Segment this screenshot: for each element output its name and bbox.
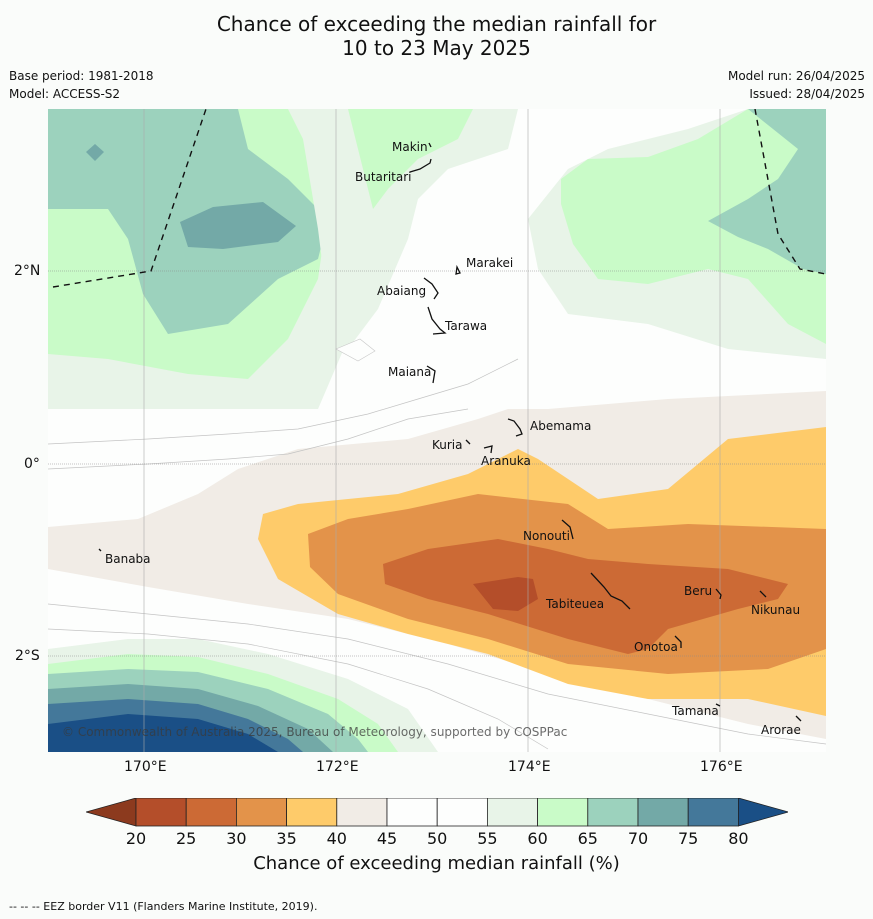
lat-label-2s: 2°S [15, 648, 40, 664]
colorbar-bin [587, 798, 639, 827]
colorbar-tick-label: 30 [226, 829, 247, 848]
contour-30-south-band [383, 539, 788, 654]
colorbar-tick-label: 35 [276, 829, 297, 848]
colorbar-bin [637, 798, 689, 827]
label-kuria: Kuria [432, 438, 463, 452]
label-tamana: Tamana [671, 704, 719, 718]
graticule-parallels [48, 270, 826, 657]
contour-50-patch [335, 338, 376, 362]
island-abaiang [423, 277, 439, 300]
island-kuria [465, 439, 471, 445]
island-nonouti [561, 519, 574, 540]
contour-70-north-west [180, 202, 296, 249]
label-abemama: Abemama [530, 419, 591, 433]
island-tamana [715, 703, 721, 707]
label-arorae: Arorae [761, 723, 801, 737]
colorbar-bin [235, 798, 287, 827]
map-title-line1: Chance of exceeding the median rainfall … [216, 12, 657, 36]
map-title-line2: 10 to 23 May 2025 [342, 36, 531, 60]
lon-label-170e: 170°E [124, 759, 167, 775]
label-marakei: Marakei [466, 256, 513, 270]
island-aranuka [483, 445, 493, 454]
colorbar-tick-label: 40 [326, 829, 347, 848]
colorbar-tick-label: 25 [176, 829, 197, 848]
label-maiana: Maiana [388, 365, 431, 379]
colorbar-tick-label: 65 [577, 829, 598, 848]
contour-60-north-middle [348, 109, 473, 209]
colorbar-tick-label: 45 [376, 829, 398, 848]
label-banaba: Banaba [105, 552, 151, 566]
issued-date: Issued: 28/04/2025 [749, 87, 865, 101]
label-tarawa: Tarawa [444, 319, 487, 333]
lon-label-172e: 172°E [316, 759, 359, 775]
contour-80-south-west [48, 714, 278, 752]
colorbar-tick-label: 55 [477, 829, 498, 848]
island-tarawa [427, 306, 447, 335]
base-period: Base period: 1981-2018 [9, 69, 154, 83]
copyright-notice: © Commonwealth of Australia 2025, Bureau… [62, 725, 567, 739]
island-makin [428, 142, 432, 148]
label-butaritari: Butaritari [355, 170, 412, 184]
colorbar-tick-label: 60 [527, 829, 548, 848]
colorbar-bin [286, 798, 338, 827]
island-nikunau [759, 590, 767, 598]
label-makin: Makin [392, 140, 428, 154]
rainfall-map: Makin Butaritari Marakei Abaiang Tarawa … [48, 109, 826, 752]
model-name: Model: ACCESS-S2 [9, 87, 121, 101]
contour-25-south-core [473, 577, 538, 611]
label-aranuka: Aranuka [481, 454, 531, 468]
label-tabiteuea: Tabiteuea [545, 597, 604, 611]
label-abaiang: Abaiang [377, 284, 426, 298]
colorbar-bin [687, 798, 739, 827]
colorbar-extend-high [738, 798, 788, 827]
colorbar-bin [386, 798, 438, 827]
colorbar-bin [436, 798, 488, 827]
contour-55-north-middle [298, 109, 518, 349]
island-marakei [455, 264, 461, 275]
eez-border [52, 109, 826, 288]
colorbar-tick-label: 75 [678, 829, 699, 848]
island-butaritari [409, 158, 432, 173]
colorbar-bin [185, 798, 237, 827]
contour-65-north-east [708, 109, 826, 274]
colorbar-bin [537, 798, 589, 827]
contour-60-north-east [561, 109, 826, 344]
island-onotoa [674, 635, 682, 648]
lon-label-176e: 176°E [700, 759, 743, 775]
label-beru: Beru [684, 584, 712, 598]
colorbar-label: Chance of exceeding median rainfall (%) [253, 853, 620, 874]
contour-70-small-patch [86, 144, 104, 161]
label-onotoa: Onotoa [634, 640, 678, 654]
eez-footnote: -- -- -- EEZ border V11 (Flanders Marine… [9, 900, 318, 913]
colorbar-tick-label: 50 [427, 829, 448, 848]
colorbar-tick-label: 80 [728, 829, 749, 848]
islands [98, 142, 802, 722]
lat-label-0: 0° [24, 456, 40, 472]
colorbar-bin [135, 798, 187, 827]
label-nonouti: Nonouti [523, 529, 570, 543]
colorbar-tick-label: 20 [125, 829, 147, 848]
colorbar-bin [336, 798, 388, 827]
island-tabiteuea [590, 572, 631, 610]
colorbar-bin [486, 798, 538, 827]
island-abemama [507, 418, 523, 437]
graticule-meridians [143, 109, 721, 752]
island-banaba [98, 548, 102, 552]
lon-label-174e: 174°E [508, 759, 551, 775]
place-labels: Makin Butaritari Marakei Abaiang Tarawa … [105, 140, 801, 737]
colorbar-tick-label: 70 [627, 829, 649, 848]
label-nikunau: Nikunau [751, 603, 800, 617]
island-beru [715, 588, 722, 600]
colorbar [86, 798, 788, 827]
model-run-date: Model run: 26/04/2025 [727, 69, 865, 83]
lat-label-2n: 2°N [14, 263, 41, 279]
island-maiana [426, 365, 436, 384]
island-arorae [795, 715, 802, 722]
colorbar-extend-low [86, 798, 137, 827]
